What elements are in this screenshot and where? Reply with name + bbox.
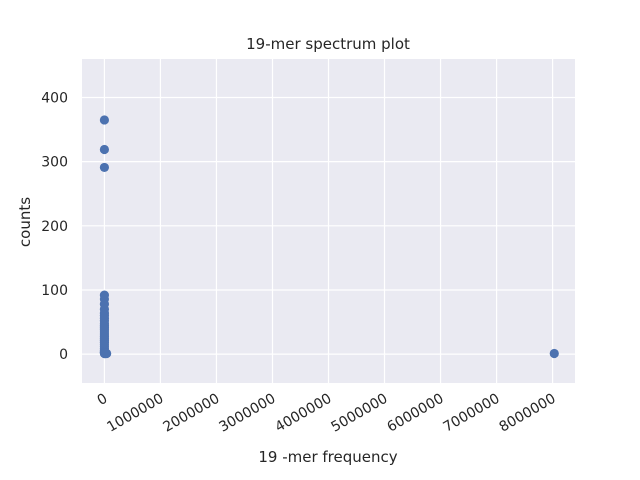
x-tick-label: 0	[95, 391, 111, 409]
y-tick-label: 100	[41, 283, 68, 299]
y-tick-label: 200	[41, 219, 68, 235]
x-tick-label: 4000000	[272, 391, 334, 436]
data-point	[99, 115, 110, 125]
data-point	[99, 144, 110, 155]
x-axis-label: 19 -mer frequency	[258, 448, 397, 466]
y-axis-label: counts	[16, 197, 34, 247]
data-point	[99, 162, 110, 173]
data-points	[99, 115, 559, 359]
data-point	[102, 348, 112, 359]
x-tick-label: 5000000	[329, 391, 391, 436]
x-tick-label: 3000000	[216, 391, 278, 436]
y-tick-label: 0	[59, 347, 68, 363]
grid	[82, 59, 575, 383]
y-tick-label: 400	[41, 90, 68, 106]
y-tick-label: 300	[41, 155, 68, 171]
chart-title: 19-mer spectrum plot	[246, 35, 410, 53]
x-axis-ticks: 0100000020000003000000400000050000006000…	[95, 391, 559, 436]
x-tick-label: 8000000	[497, 391, 559, 436]
y-axis-ticks: 0 100 200 300 400	[41, 90, 68, 363]
x-tick-label: 6000000	[385, 391, 447, 436]
x-tick-label: 1000000	[104, 391, 166, 436]
x-tick-label: 7000000	[441, 391, 503, 436]
x-tick-label: 2000000	[160, 391, 222, 436]
data-point	[549, 348, 559, 359]
